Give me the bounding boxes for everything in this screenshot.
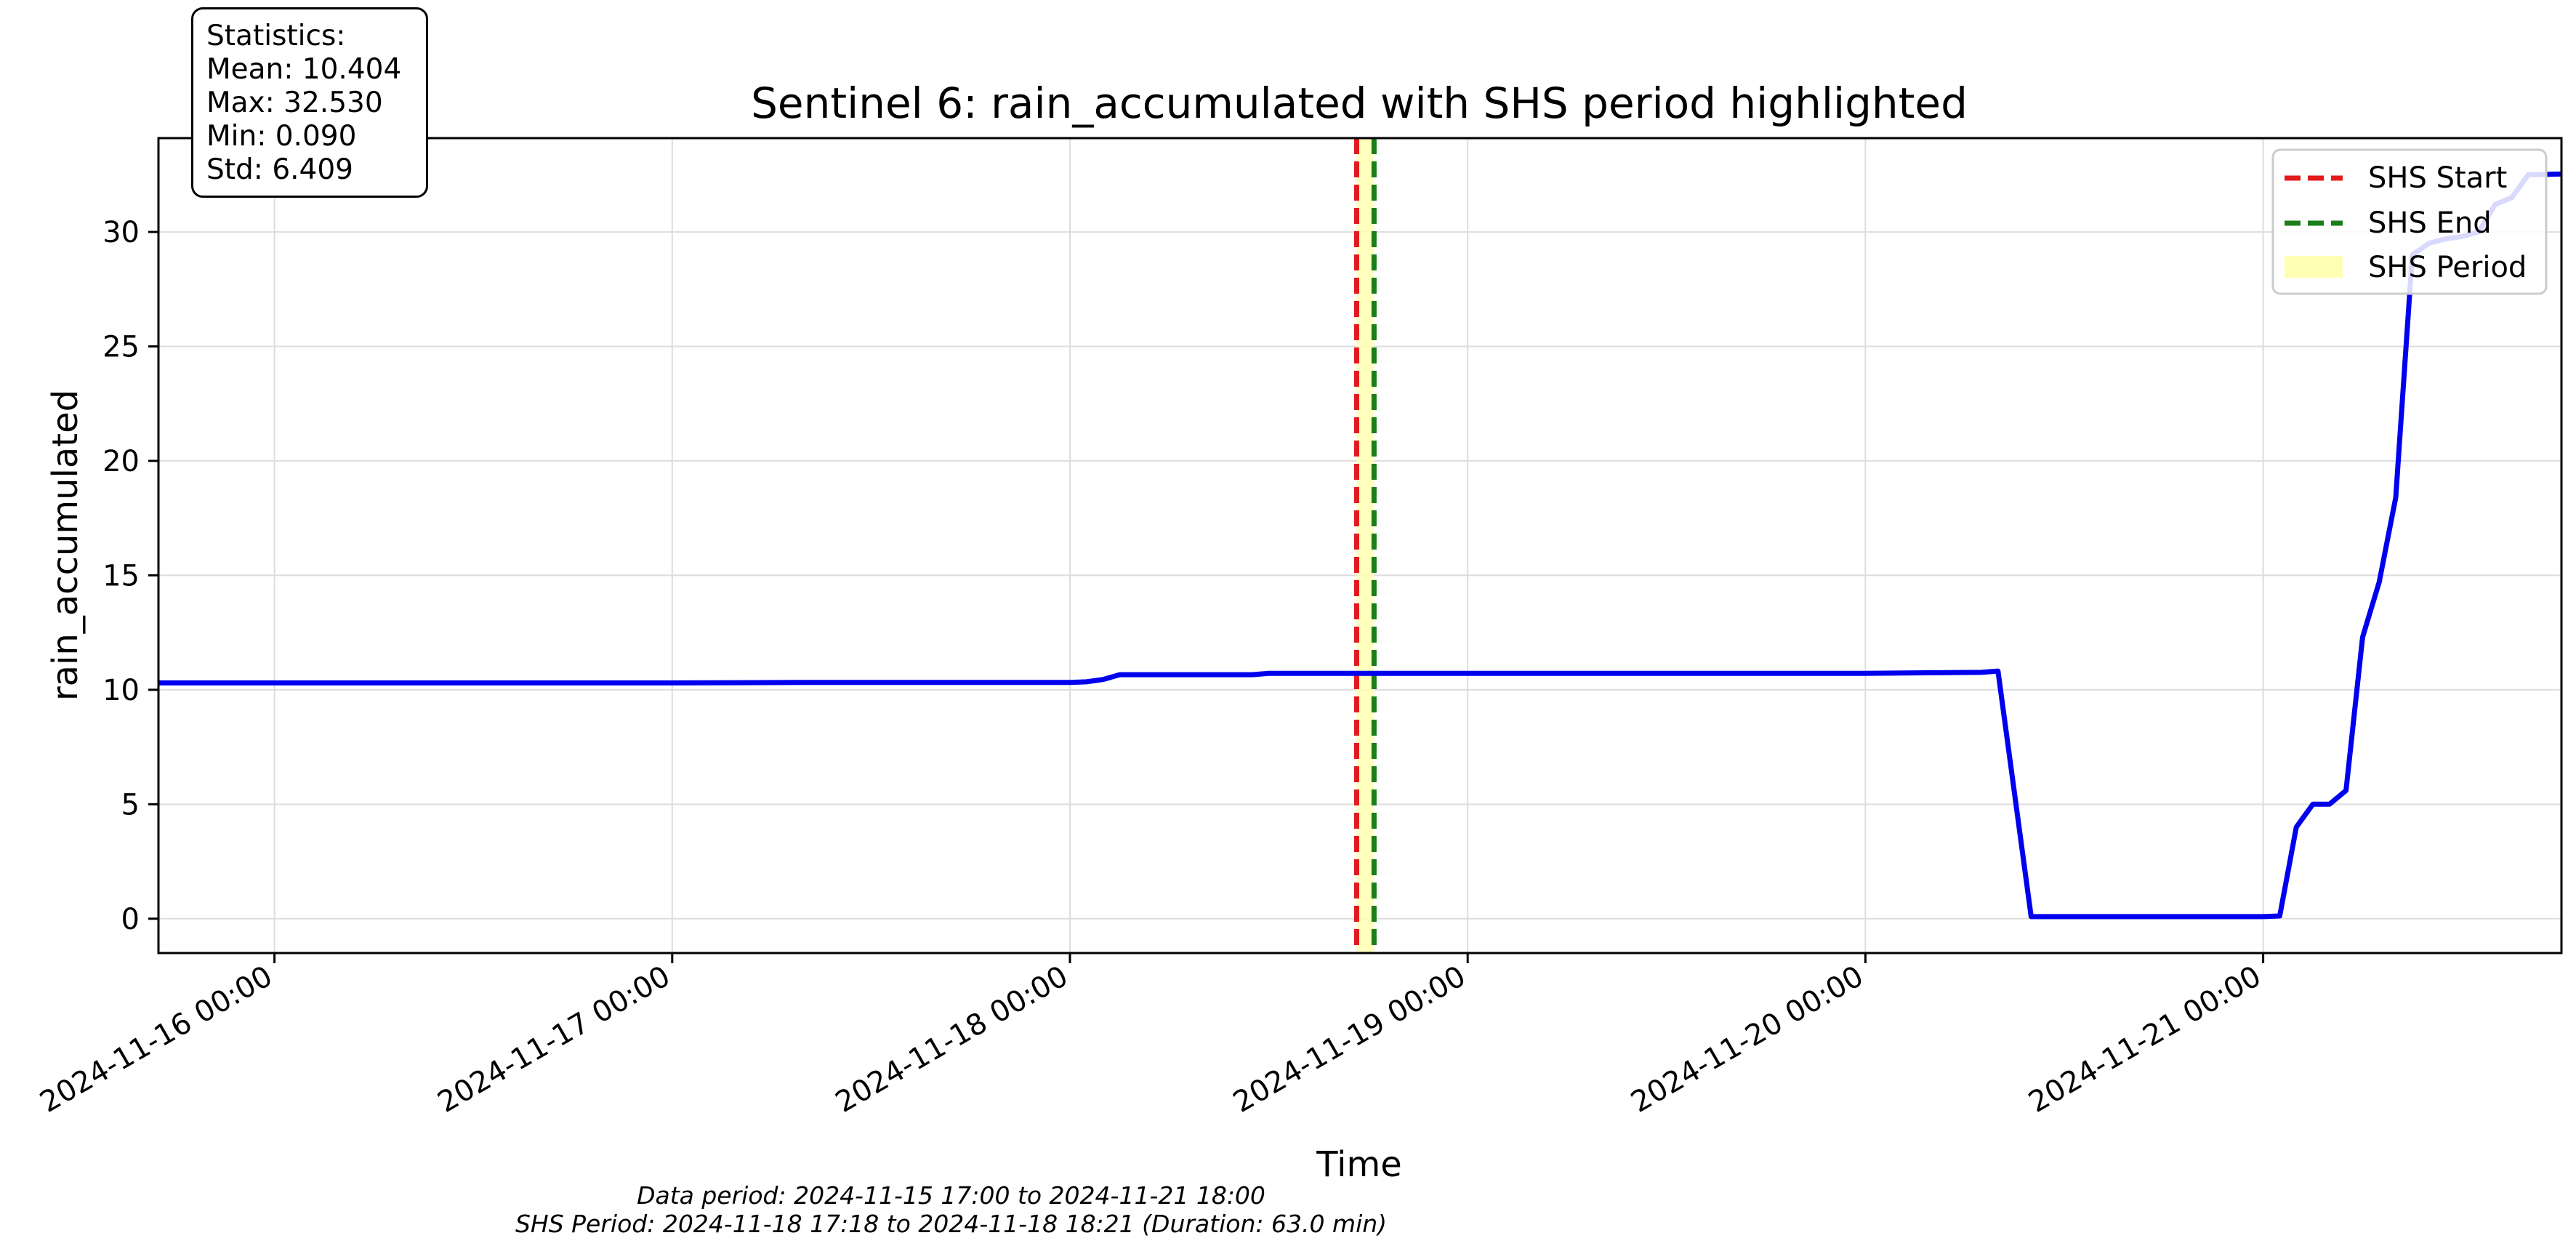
- legend-shs-period-swatch: [2285, 256, 2343, 278]
- footnote-shs-period: SHS Period: 2024-11-18 17:18 to 2024-11-…: [515, 1210, 1388, 1238]
- stats-heading: Statistics:: [206, 20, 346, 52]
- legend-shs-end-label: SHS End: [2368, 206, 2492, 240]
- y-tick-label: 30: [102, 216, 140, 249]
- stats-min: Min: 0.090: [206, 120, 357, 153]
- y-tick-label: 15: [102, 559, 140, 592]
- x-tick-label: 2024-11-20 00:00: [1625, 960, 1869, 1120]
- y-tick-label: 10: [102, 674, 140, 707]
- x-tick-label: 2024-11-17 00:00: [432, 960, 676, 1120]
- x-tick-label: 2024-11-19 00:00: [1228, 960, 1471, 1120]
- x-tick-label: 2024-11-21 00:00: [2023, 960, 2266, 1120]
- shs-period-span: [1356, 138, 1374, 953]
- y-tick-label: 25: [102, 331, 140, 364]
- plot-frame: [157, 137, 2563, 954]
- y-tick-label: 0: [121, 903, 140, 936]
- y-tick-label: 20: [102, 445, 140, 478]
- x-axis-ticks: 2024-11-16 00:00 2024-11-17 00:00 2024-11-…: [34, 953, 2267, 1120]
- x-tick-label: 2024-11-16 00:00: [34, 960, 278, 1120]
- legend: SHS Start SHS End SHS Period: [2271, 148, 2548, 295]
- y-axis-label: rain_accumulated: [45, 390, 86, 701]
- stats-max: Max: 32.530: [206, 87, 383, 119]
- x-tick-label: 2024-11-18 00:00: [830, 960, 1074, 1120]
- legend-shs-period-label: SHS Period: [2368, 251, 2527, 284]
- footnote-data-period: Data period: 2024-11-15 17:00 to 2024-11…: [637, 1181, 1265, 1210]
- y-tick-label: 5: [121, 788, 140, 821]
- stats-std: Std: 6.409: [206, 153, 353, 186]
- legend-shs-start-label: SHS Start: [2368, 161, 2507, 195]
- x-axis-label: Time: [1316, 1144, 1401, 1185]
- stats-mean: Mean: 10.404: [206, 53, 402, 86]
- y-axis-ticks: 0 5 10 15 20 25 30: [102, 216, 158, 936]
- statistics-box: Statistics: Mean: 10.404 Max: 32.530 Min…: [191, 7, 428, 198]
- chart-title: Sentinel 6: rain_accumulated with SHS pe…: [751, 79, 1968, 128]
